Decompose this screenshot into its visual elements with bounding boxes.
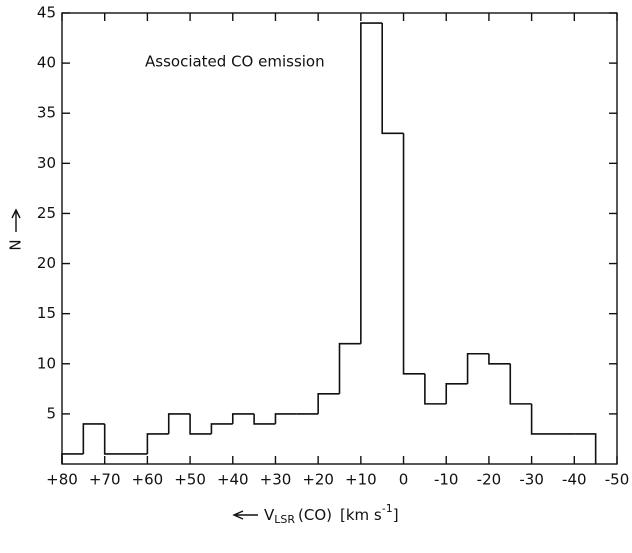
histogram-bin [274, 413, 297, 424]
y-tick-label: 10 [37, 354, 56, 372]
histogram-bin [360, 22, 383, 344]
y-tick-label: 15 [37, 304, 56, 322]
y-tick-label: 40 [37, 54, 56, 72]
x-label-sup: -1 [382, 502, 393, 515]
histogram-bin [488, 353, 511, 365]
histogram-bin [509, 363, 532, 405]
x-tick-label: 0 [399, 471, 409, 489]
y-axis-arrow [11, 208, 21, 232]
histogram-bin [381, 23, 404, 135]
x-label-part: V [264, 506, 275, 524]
x-tick-label: +60 [132, 471, 164, 489]
histogram-bin [574, 433, 597, 464]
x-tick-label: -10 [434, 471, 459, 489]
histogram-bin [338, 342, 361, 394]
x-axis-label: VLSR (CO) [km s-1] [264, 502, 399, 526]
x-tick-label: +10 [345, 471, 377, 489]
x-tick-label: +50 [174, 471, 206, 489]
x-label-part: [km s [340, 506, 382, 524]
x-tick-label: +20 [302, 471, 334, 489]
x-tick-label: -20 [477, 471, 502, 489]
x-tick-label: +30 [260, 471, 292, 489]
histogram-bin [210, 423, 233, 434]
histogram-bin [61, 453, 84, 464]
histogram-bin [189, 413, 212, 435]
y-tick-label: 5 [46, 404, 56, 422]
histogram-bin [231, 413, 255, 424]
histogram-bin [253, 413, 276, 425]
y-tick-label: 30 [37, 154, 56, 172]
histogram-bin [82, 423, 105, 454]
y-axis-label: N [7, 239, 25, 250]
y-tick-label: 20 [37, 254, 56, 272]
histogram-bin [167, 413, 191, 434]
x-tick-label: +70 [89, 471, 121, 489]
histogram-bin [103, 423, 127, 455]
histogram-bin [402, 133, 425, 375]
histogram-bin [530, 403, 553, 435]
x-tick-label: -40 [562, 471, 587, 489]
x-label-sub: LSR [274, 513, 295, 526]
x-tick-label: +40 [217, 471, 249, 489]
x-tick-label: +80 [46, 471, 78, 489]
x-tick-label: -30 [519, 471, 544, 489]
annotation: Associated CO emission [145, 53, 325, 71]
y-tick-label: 35 [37, 104, 56, 122]
y-tick-label: 45 [37, 4, 56, 22]
histogram-bin [317, 393, 340, 414]
x-tick-label: -50 [605, 471, 630, 489]
histogram-bin [146, 433, 169, 454]
y-tick-label: 25 [37, 204, 56, 222]
histogram-bin [445, 383, 468, 404]
x-label-part: ] [393, 506, 399, 524]
x-axis-arrow [232, 510, 258, 520]
histogram-bin [424, 373, 447, 405]
histogram-bin [466, 352, 489, 384]
x-label-part: (CO) [298, 506, 332, 524]
plot-frame [61, 12, 618, 465]
